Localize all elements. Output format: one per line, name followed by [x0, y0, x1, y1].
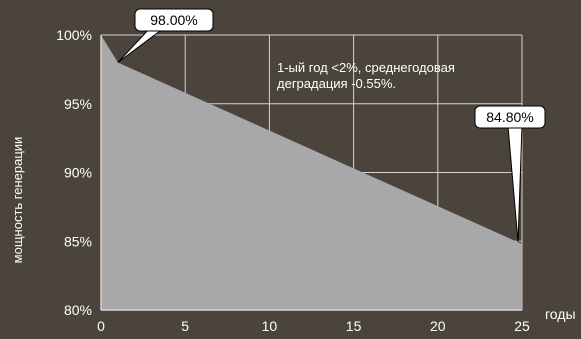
callout-start: 98.00%: [117, 8, 214, 63]
callout-end-pointer: [507, 125, 523, 243]
x-tick-label: 25: [514, 318, 530, 334]
note-line-2: деградация -0.55%.: [277, 76, 396, 91]
x-tick-label: 0: [97, 318, 105, 334]
x-tick-label: 5: [181, 318, 189, 334]
x-tick-label: 15: [346, 318, 362, 334]
y-tick-label: 100%: [56, 27, 92, 43]
callout-start-pointer: [117, 27, 166, 63]
area-layer: [101, 35, 522, 310]
callout-start-box: [134, 8, 214, 32]
area-series: [101, 35, 522, 310]
note-line-1: 1-ый год <2%, среднегодовая: [277, 60, 455, 75]
axes: [100, 35, 522, 311]
x-axis-label: годы: [545, 306, 576, 322]
callout-end-box: [474, 105, 546, 129]
y-tick-label: 95%: [64, 96, 92, 112]
callout-end: 84.80%: [474, 105, 546, 243]
x-tick-label: 10: [262, 318, 278, 334]
x-tick-label: 20: [430, 318, 446, 334]
y-tick-label: 85%: [64, 233, 92, 249]
y-tick-label: 80%: [64, 302, 92, 318]
callout-start-label: 98.00%: [150, 12, 197, 28]
tick-labels: 0 5 10 15 20 25 80% 85% 90% 95% 100%: [56, 27, 530, 334]
y-tick-label: 90%: [64, 165, 92, 181]
note-annotation: 1-ый год <2%, среднегодовая деградация -…: [277, 60, 455, 91]
callout-end-label: 84.80%: [486, 109, 533, 125]
y-axis-label: мощность генерации: [10, 137, 25, 264]
